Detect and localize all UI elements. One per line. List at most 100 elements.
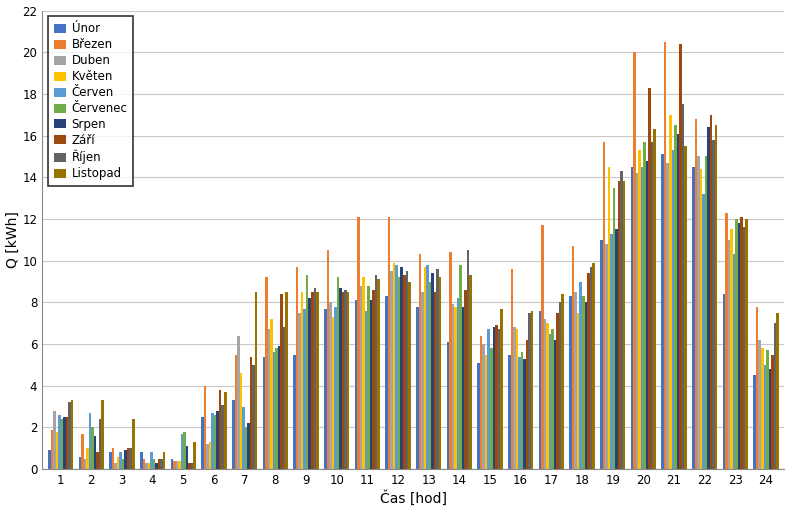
Bar [419,254,421,469]
Bar [216,411,219,469]
Bar [186,446,188,469]
Bar [585,303,587,469]
Bar [676,133,679,469]
Bar [235,355,237,469]
Bar [769,369,771,469]
Bar [273,353,275,469]
Bar [367,286,370,469]
Bar [523,359,525,469]
Bar [480,336,483,469]
Bar [709,115,713,469]
Bar [250,357,252,469]
Bar [393,263,396,469]
Bar [559,303,562,469]
Bar [212,413,214,469]
Bar [490,349,492,469]
Bar [158,459,160,469]
Bar [525,340,529,469]
Bar [347,292,349,469]
Bar [763,365,766,469]
Bar [206,444,209,469]
Bar [316,292,318,469]
Bar [396,265,398,469]
Bar [160,459,163,469]
Bar [664,42,667,469]
Bar [477,363,480,469]
Bar [743,227,746,469]
Bar [773,323,776,469]
Bar [132,419,134,469]
Bar [398,277,401,469]
Bar [600,240,603,469]
Bar [544,319,547,469]
Bar [636,173,638,469]
Bar [173,461,175,469]
Bar [296,267,299,469]
Bar [171,459,173,469]
Bar [653,129,656,469]
Bar [649,88,651,469]
Bar [416,307,419,469]
Bar [191,463,194,469]
Bar [682,104,684,469]
Bar [53,411,55,469]
Bar [401,267,403,469]
Bar [285,292,288,469]
Bar [582,296,585,469]
Bar [725,213,728,469]
Bar [148,463,150,469]
Bar [242,407,245,469]
Bar [618,181,620,469]
Bar [204,386,206,469]
Bar [99,419,101,469]
Bar [365,311,367,469]
Bar [549,334,551,469]
Bar [452,305,454,469]
Bar [570,296,572,469]
Bar [613,188,615,469]
Bar [92,428,94,469]
Bar [592,263,595,469]
Bar [459,265,462,469]
Bar [270,319,273,469]
Bar [661,154,664,469]
Bar [66,417,68,469]
Bar [254,292,258,469]
Bar [84,459,86,469]
Bar [518,357,521,469]
Bar [692,167,694,469]
Bar [232,401,235,469]
Bar [630,167,634,469]
Bar [119,452,122,469]
Bar [390,271,393,469]
Bar [188,463,191,469]
Bar [554,340,556,469]
Bar [63,417,66,469]
Bar [239,373,242,469]
Bar [495,326,498,469]
Bar [651,142,653,469]
Bar [713,140,715,469]
Bar [237,336,239,469]
Bar [674,125,676,469]
Bar [457,298,459,469]
Bar [214,415,216,469]
Bar [339,288,341,469]
Bar [679,44,682,469]
Bar [508,355,510,469]
Bar [55,432,58,469]
Bar [329,303,332,469]
Bar [574,292,577,469]
Bar [79,457,81,469]
Bar [423,267,426,469]
Bar [730,229,733,469]
Bar [48,450,51,469]
Bar [370,300,372,469]
Bar [388,217,390,469]
Bar [547,323,549,469]
Bar [115,463,117,469]
Bar [746,219,748,469]
Bar [359,286,363,469]
Bar [715,125,717,469]
Bar [70,401,73,469]
